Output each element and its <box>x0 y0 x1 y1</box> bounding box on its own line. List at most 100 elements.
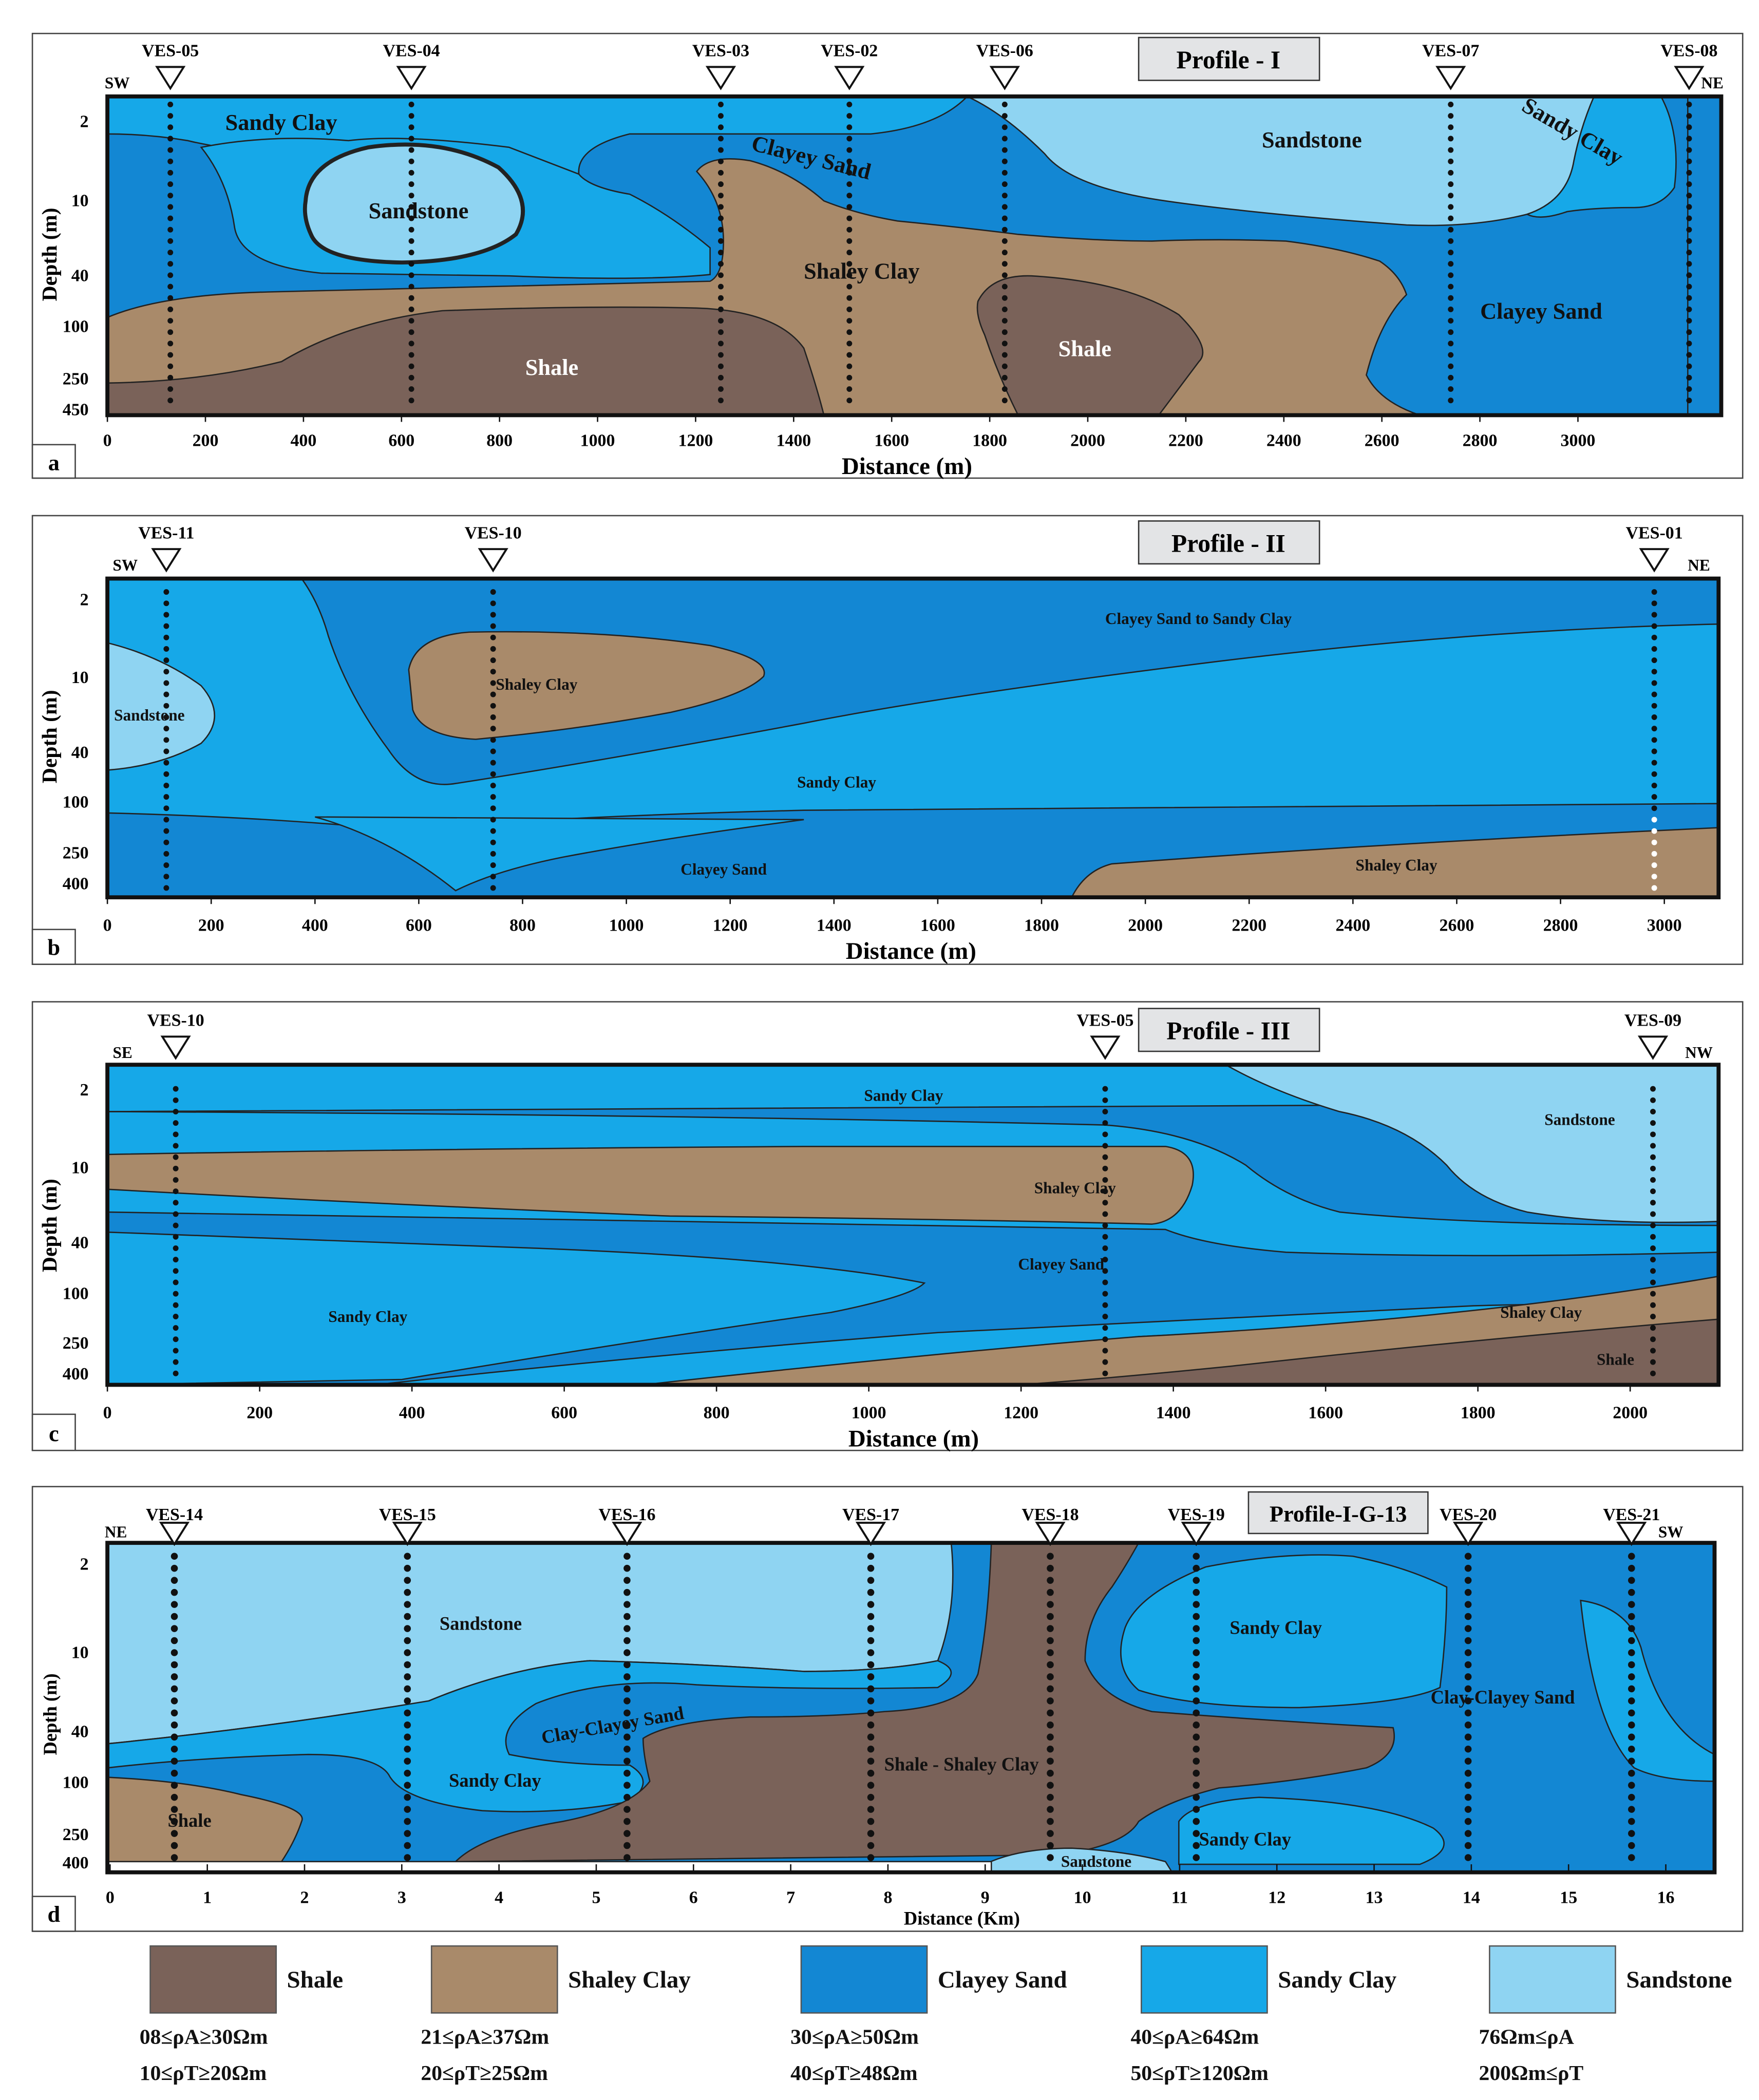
label-shale-shaley-clay: Shale - Shaley Clay <box>884 1753 1039 1774</box>
panel-letter: d <box>47 1901 60 1927</box>
legend-swatch <box>1141 1945 1268 2014</box>
layer-shaley-clay-left <box>107 1776 303 1863</box>
ves-sounding-dot <box>490 874 496 880</box>
ves-sounding-dot <box>846 398 853 404</box>
label-sandy-clay: Sandy Clay <box>328 1308 407 1326</box>
ves-sounding-dot <box>1650 1188 1656 1195</box>
ves-sounding-dot <box>623 1830 631 1837</box>
ves-sounding-dot <box>1001 295 1008 301</box>
ves-sounding-dot <box>163 794 169 800</box>
ves-sounding-dot <box>1001 363 1008 369</box>
ves-sounding-dot <box>167 238 174 244</box>
ves-sounding-dot <box>1651 714 1657 720</box>
ves-sounding-dot <box>846 340 853 347</box>
ves-triangle-icon <box>705 66 736 90</box>
ves-sounding-dot <box>1628 1733 1635 1741</box>
depth-tick: 40 <box>71 1233 89 1252</box>
ves-sounding-dot <box>1102 1268 1108 1274</box>
ves-sounding-dot <box>173 1097 179 1103</box>
ves-sounding-dot <box>490 612 496 618</box>
ves-sounding-dot <box>846 250 853 256</box>
ves-sounding-dot <box>173 1336 179 1342</box>
ves-sounding-dot <box>171 1637 178 1644</box>
ves-sounding-dot <box>1448 261 1454 267</box>
ves-sounding-dot <box>1001 215 1008 221</box>
ves-sounding-dot <box>167 283 174 290</box>
ves-sounding-dot <box>1686 352 1692 358</box>
ves-sounding-dot <box>1464 1685 1472 1693</box>
ves-sounding-dot <box>408 169 414 176</box>
ves-sounding-dot <box>623 1769 631 1777</box>
ves-sounding-dot <box>623 1673 631 1680</box>
ves-sounding-dot <box>718 261 724 267</box>
depth-tick: 10 <box>71 1643 89 1662</box>
ves-sounding-dot <box>1001 272 1008 278</box>
ves-sounding-dot <box>490 760 496 766</box>
ves-sounding-dot <box>1102 1348 1108 1354</box>
ves-sounding-dot <box>1001 352 1008 358</box>
ves-sounding-dot <box>623 1818 631 1825</box>
x-tick-label: 9 <box>981 1888 990 1907</box>
ves-sounding-dot <box>1193 1685 1200 1693</box>
x-tick-label: 0 <box>103 916 112 935</box>
ves-sounding-dot <box>1650 1348 1656 1354</box>
ves-sounding-dot <box>167 374 174 381</box>
ves-sounding-dot <box>171 1733 178 1741</box>
ves-sounding-dot <box>1686 158 1692 164</box>
ves-sounding-dot <box>623 1564 631 1572</box>
ves-sounding-dot <box>171 1830 178 1837</box>
ves-sounding-dot <box>1464 1564 1472 1572</box>
ves-sounding-dot <box>490 828 496 834</box>
ves-sounding-dot <box>846 215 853 221</box>
layer-sandy-clay-right-bottom <box>1178 1796 1445 1865</box>
depth-tick: 2 <box>80 1555 89 1574</box>
label-sandstone: Sandstone <box>1544 1111 1615 1129</box>
direction-left: SE <box>113 1044 133 1062</box>
ves-sounding-dot <box>867 1830 875 1837</box>
label-shaley-clay: Shaley Clay <box>1034 1179 1116 1197</box>
ves-sounding-dot <box>1628 1757 1635 1765</box>
legend-name: Shale <box>287 1966 344 1993</box>
ves-sounding-dot <box>408 386 414 392</box>
ves-sounding-dot <box>1464 1793 1472 1801</box>
ves-sounding-dot <box>867 1697 875 1705</box>
ves-sounding-dot <box>1102 1097 1108 1103</box>
panel-c-ves-markers: VES-10 VES-05 VES-09 <box>147 1011 1681 1376</box>
ves-sounding-dot <box>1464 1745 1472 1753</box>
ves-sounding-dot <box>404 1577 411 1584</box>
ves-sounding-dot <box>1001 101 1008 107</box>
x-tick-label: 7 <box>786 1888 795 1907</box>
ves-sounding-dot <box>867 1745 875 1753</box>
ves-sounding-dot <box>171 1577 178 1584</box>
ves-sounding-dot <box>1448 272 1454 278</box>
layer-sandy-clay-wedge <box>314 816 804 892</box>
blank-strip <box>107 1861 992 1872</box>
direction-right: NE <box>1701 74 1723 92</box>
ves-sounding-dot <box>718 295 724 301</box>
ves-sounding-dot <box>408 238 414 244</box>
ves-sounding-dot <box>1628 1601 1635 1608</box>
ves-sounding-dot <box>408 124 414 130</box>
ves-sounding-dot <box>163 748 169 754</box>
legend-rho-a: 30≤ρA≥50Ωm <box>790 2025 919 2049</box>
ves-sounding-dot <box>1650 1200 1656 1206</box>
ves-sounding-dot <box>408 158 414 164</box>
ves-sounding-dot <box>163 760 169 766</box>
ves-sounding-dot <box>1650 1143 1656 1149</box>
x-tick-label: 200 <box>247 1404 273 1423</box>
layer-shale-left <box>107 306 825 415</box>
x-tick-label: 0 <box>106 1888 115 1907</box>
panel-a-x-ticks: 0 200 400 600 800 1000 1200 1400 1600 1800 2000 220… <box>103 415 1595 450</box>
ves-sounding-dot <box>163 737 169 743</box>
ves-sounding-dot <box>171 1757 178 1765</box>
ves-triangle-icon <box>989 66 1020 90</box>
ves-sounding-dot <box>846 181 853 187</box>
ves-sounding-dot <box>171 1842 178 1849</box>
x-tick-label: 2400 <box>1266 431 1301 450</box>
ves-sounding-dot <box>404 1588 411 1596</box>
label-shaley-clay: Shaley Clay <box>1500 1303 1582 1321</box>
ves-sounding-dot <box>167 398 174 404</box>
ves-sounding-dot <box>1102 1234 1108 1240</box>
ves-sounding-dot <box>1651 623 1657 629</box>
ves-sounding-dot <box>623 1685 631 1693</box>
